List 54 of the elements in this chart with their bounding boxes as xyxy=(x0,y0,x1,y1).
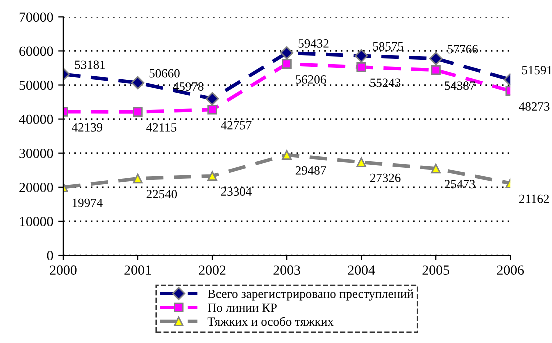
point xyxy=(431,164,441,174)
data-label: 48273 xyxy=(519,102,550,111)
data-label: 53181 xyxy=(75,60,106,70)
point xyxy=(208,105,218,115)
data-label: 42115 xyxy=(146,124,177,132)
y-tick-label: 0 xyxy=(47,251,54,260)
point xyxy=(131,76,145,90)
point xyxy=(206,92,220,106)
point xyxy=(429,52,443,66)
data-label: 27326 xyxy=(370,174,401,182)
data-label: 54387 xyxy=(445,82,476,90)
data-label: 51591 xyxy=(522,66,552,75)
x-tick-label: 2005 xyxy=(422,266,450,276)
point xyxy=(282,59,292,69)
data-label: 50660 xyxy=(150,69,180,78)
point xyxy=(133,174,143,184)
data-label: 56206 xyxy=(296,75,326,84)
legend-label: По линии КР xyxy=(208,304,277,312)
point xyxy=(282,150,292,160)
x-tick-label: 2001 xyxy=(124,266,152,276)
data-label: 42139 xyxy=(72,123,103,132)
data-label: 21162 xyxy=(519,194,550,204)
point xyxy=(356,62,366,72)
point xyxy=(356,158,366,168)
legend-label: Всего зарегистрировано преступлений xyxy=(208,290,414,301)
x-tick-label: 2002 xyxy=(199,266,226,276)
data-label: 29487 xyxy=(296,166,326,175)
x-tick-label: 2003 xyxy=(274,266,300,276)
y-tick-label: 20000 xyxy=(20,183,54,192)
data-label: 19974 xyxy=(72,198,103,208)
legend-label: Тяжких и особо тяжких xyxy=(208,317,334,326)
data-label: 57766 xyxy=(448,45,478,54)
data-label: 55243 xyxy=(370,78,401,88)
y-tick-label: 60000 xyxy=(20,46,54,56)
y-tick-label: 30000 xyxy=(20,148,54,158)
y-tick-label: 10000 xyxy=(20,217,54,226)
data-label: 42757 xyxy=(221,121,252,130)
y-tick-label: 40000 xyxy=(19,114,54,124)
data-label: 45978 xyxy=(173,82,204,91)
data-label: 59432 xyxy=(298,40,329,48)
data-label: 23304 xyxy=(221,188,252,196)
x-tick-label: 2006 xyxy=(497,266,524,276)
point xyxy=(133,107,143,117)
x-tick-label: 2004 xyxy=(348,266,376,276)
point xyxy=(431,65,441,76)
x-tick-label: 2000 xyxy=(50,266,77,276)
data-label: 58575 xyxy=(373,42,404,51)
data-label: 25473 xyxy=(444,180,476,189)
data-label: 22540 xyxy=(146,190,178,199)
point xyxy=(354,49,368,63)
y-tick-label: 50000 xyxy=(20,80,54,90)
point xyxy=(208,171,218,182)
point xyxy=(280,46,294,60)
y-tick-label: 70000 xyxy=(20,12,54,22)
